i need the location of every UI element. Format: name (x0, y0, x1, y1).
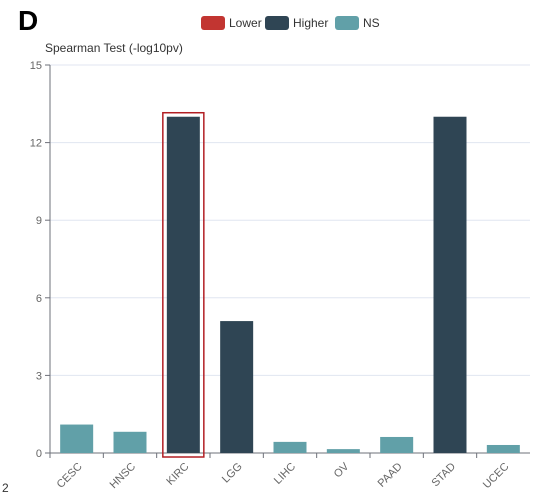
y-tick-label: 6 (36, 293, 42, 305)
legend-label-lower[interactable]: Lower (229, 16, 262, 30)
x-tick-label-hnsc: HNSC (108, 461, 139, 492)
legend-swatch-ns[interactable] (335, 16, 359, 30)
bar-ov (326, 449, 360, 453)
x-tick-label-ov: OV (332, 460, 352, 480)
legend-swatch-lower[interactable] (201, 16, 225, 30)
x-tick-label-cesc: CESC (55, 461, 85, 491)
x-axis: CESC HNSC KIRC LGG LIHC OV PAAD STAD UCEC (49, 453, 512, 492)
legend-swatch-higher[interactable] (265, 16, 289, 30)
y-tick-label: 15 (30, 60, 42, 72)
bar-cesc (60, 424, 94, 453)
x-tick-label-kirc: KIRC (164, 461, 191, 488)
corner-mark: 2 (2, 481, 9, 495)
x-tick-label-paad: PAAD (376, 461, 405, 490)
y-tick-label: 0 (36, 448, 42, 460)
bar-paad (380, 436, 414, 453)
legend-label-higher[interactable]: Higher (293, 16, 328, 30)
y-axis-title: Spearman Test (-log10pv) (45, 41, 183, 55)
bar-hnsc (113, 431, 147, 453)
chart-legend[interactable]: Lower Higher NS (201, 16, 380, 30)
x-tick-label-ucec: UCEC (481, 461, 512, 492)
y-tick-label: 3 (36, 370, 42, 382)
legend-label-ns[interactable]: NS (363, 16, 380, 30)
bars (60, 111, 520, 458)
bar-ucec (486, 444, 520, 453)
x-tick-label-lihc: LIHC (272, 461, 298, 487)
x-tick-label-stad: STAD (429, 461, 458, 490)
bar-lgg (220, 321, 254, 453)
bar-lihc (273, 441, 307, 453)
bar-kirc (166, 116, 200, 453)
y-tick-label: 12 (30, 138, 42, 150)
panel-letter: D (18, 5, 38, 36)
highlight-box-kirc (162, 111, 205, 458)
y-axis: 0 3 6 9 12 15 (30, 60, 51, 460)
y-tick-label: 9 (36, 215, 42, 227)
bar-stad (433, 116, 467, 453)
x-tick-label-lgg: LGG (220, 461, 245, 486)
